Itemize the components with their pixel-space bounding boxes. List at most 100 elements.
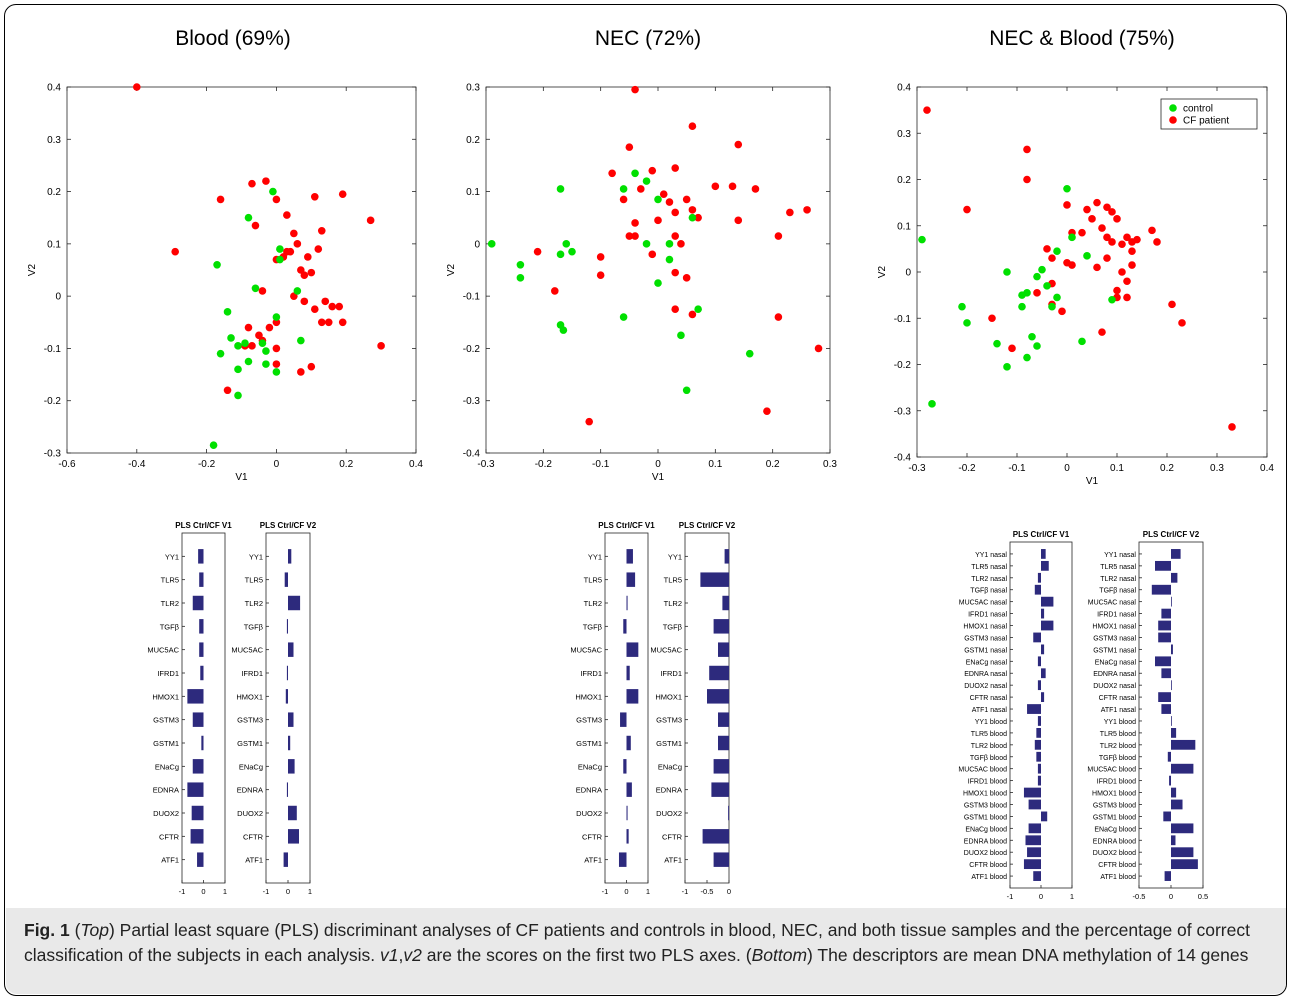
patient-point (1103, 233, 1111, 242)
patient-point (300, 297, 309, 306)
patient-point (1108, 238, 1116, 246)
patient-point (734, 216, 743, 225)
patient-point (682, 274, 691, 282)
bar (1041, 608, 1045, 619)
patient-point (307, 362, 316, 371)
category-label: IFRD1 (580, 669, 602, 678)
patient-point (283, 247, 291, 256)
axes-box (485, 86, 831, 454)
x-tick-label: 0 (727, 887, 731, 896)
patient-point (1123, 233, 1131, 242)
bar (1041, 668, 1046, 679)
x-tick-label: 0 (1169, 892, 1173, 901)
patient-point (1093, 198, 1101, 207)
control-point (234, 342, 242, 350)
bar (1171, 763, 1194, 774)
bar (626, 735, 631, 751)
patient-point (1118, 268, 1126, 276)
patient-point (377, 342, 385, 350)
bar (1171, 549, 1181, 559)
category-label: YY1 blood (975, 719, 1007, 726)
bar (1034, 584, 1041, 595)
caption-part: Bottom (751, 944, 808, 965)
category-label: ATF1 nasal (1101, 707, 1137, 714)
patient-point (1043, 245, 1051, 253)
control-point (276, 245, 284, 253)
control-point (1108, 295, 1116, 304)
patient-point (1133, 235, 1141, 244)
bar (288, 735, 291, 751)
axes-box (66, 86, 417, 454)
bar (626, 642, 639, 657)
category-label: DUOX2 (153, 809, 179, 818)
y-axis-label: V2 (877, 265, 888, 278)
patient-point (1088, 215, 1096, 223)
patient-point (1123, 293, 1131, 302)
patient-point (774, 313, 783, 321)
category-label: GSTM1 (576, 739, 602, 748)
bar (1171, 739, 1196, 750)
category-label: IFRD1 (660, 669, 682, 678)
bar (1023, 787, 1041, 798)
category-label: MUC5AC blood (1087, 767, 1136, 774)
control-point (1083, 252, 1091, 260)
category-label: HMOX1 nasal (1092, 624, 1136, 631)
control-point (665, 255, 674, 264)
category-label: IFRD1 nasal (1097, 612, 1136, 619)
bar (1037, 763, 1041, 774)
control-point (216, 349, 225, 358)
category-label: ENaCg (239, 762, 263, 771)
x-tick-label: 0.1 (1110, 463, 1124, 474)
bar (626, 782, 632, 797)
category-label: TLR5 nasal (1100, 564, 1136, 571)
category-label: EDNRA (237, 786, 263, 795)
bar (1033, 871, 1041, 881)
patient-point (317, 318, 326, 327)
bar-chart-2: PLS Ctrl/CF V1 -1 0 1 YY1 TLR5 TLR2 TGFβ MUC5AC I… (570, 521, 655, 896)
patient-point (1228, 423, 1236, 431)
patient-point (1113, 286, 1121, 295)
category-label: HMOX1 blood (1092, 791, 1136, 798)
patient-point (307, 268, 316, 277)
x-tick-label: -0.5 (701, 887, 714, 896)
category-label: ATF1 (161, 856, 179, 865)
bar (1171, 680, 1172, 691)
y-axis-label: V2 (27, 263, 38, 276)
bar (1171, 716, 1172, 726)
y-tick-label: 0.2 (47, 187, 61, 198)
category-label: MUC5AC blood (958, 767, 1007, 774)
category-label: YY1 nasal (975, 552, 1007, 559)
figure-caption: Fig. 1 (Top) Partial least square (PLS) … (24, 918, 1274, 967)
x-tick-label: 0.3 (1210, 463, 1224, 474)
chart-title-nec: NEC (72%) (595, 27, 701, 50)
bar (1171, 728, 1177, 738)
patient-point (751, 185, 760, 193)
patient-point (1063, 201, 1071, 209)
y-tick-label: -0.3 (463, 396, 481, 407)
bar-chart-title: PLS Ctrl/CF V1 (175, 521, 232, 530)
control-point (654, 279, 662, 287)
patient-point (659, 190, 668, 198)
x-tick-label: -1 (602, 887, 609, 896)
category-label: HMOX1 (152, 692, 179, 701)
scatter-plot-2: -0.3 -0.2 -0.1 0 0.1 0.2 0.3 0.4-0.4-0.3-0.2-0.… (877, 83, 1274, 488)
bar-chart-title: PLS Ctrl/CF V2 (679, 521, 736, 530)
chart-title-blood: Blood (69%) (175, 27, 291, 50)
control-point (556, 250, 565, 259)
legend-control-label: control (1183, 104, 1213, 115)
patient-point (283, 211, 291, 219)
category-label: ENaCg (155, 762, 179, 771)
control-point (272, 313, 281, 321)
patient-point (272, 318, 281, 327)
patient-point (1118, 240, 1126, 249)
control-point (244, 213, 253, 222)
patient-point (1108, 208, 1116, 216)
y-tick-label: 0 (474, 239, 480, 250)
bar (1034, 739, 1041, 750)
bar (1037, 680, 1041, 691)
bar (1033, 632, 1041, 643)
patient-point (596, 253, 605, 261)
category-label: GSTM1 nasal (1093, 647, 1136, 654)
category-label: YY1 blood (1104, 719, 1136, 726)
bar-chart-title: PLS Ctrl/CF V2 (1143, 530, 1200, 539)
